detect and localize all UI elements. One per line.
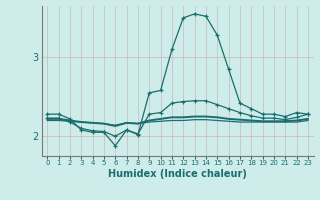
X-axis label: Humidex (Indice chaleur): Humidex (Indice chaleur) (108, 169, 247, 179)
